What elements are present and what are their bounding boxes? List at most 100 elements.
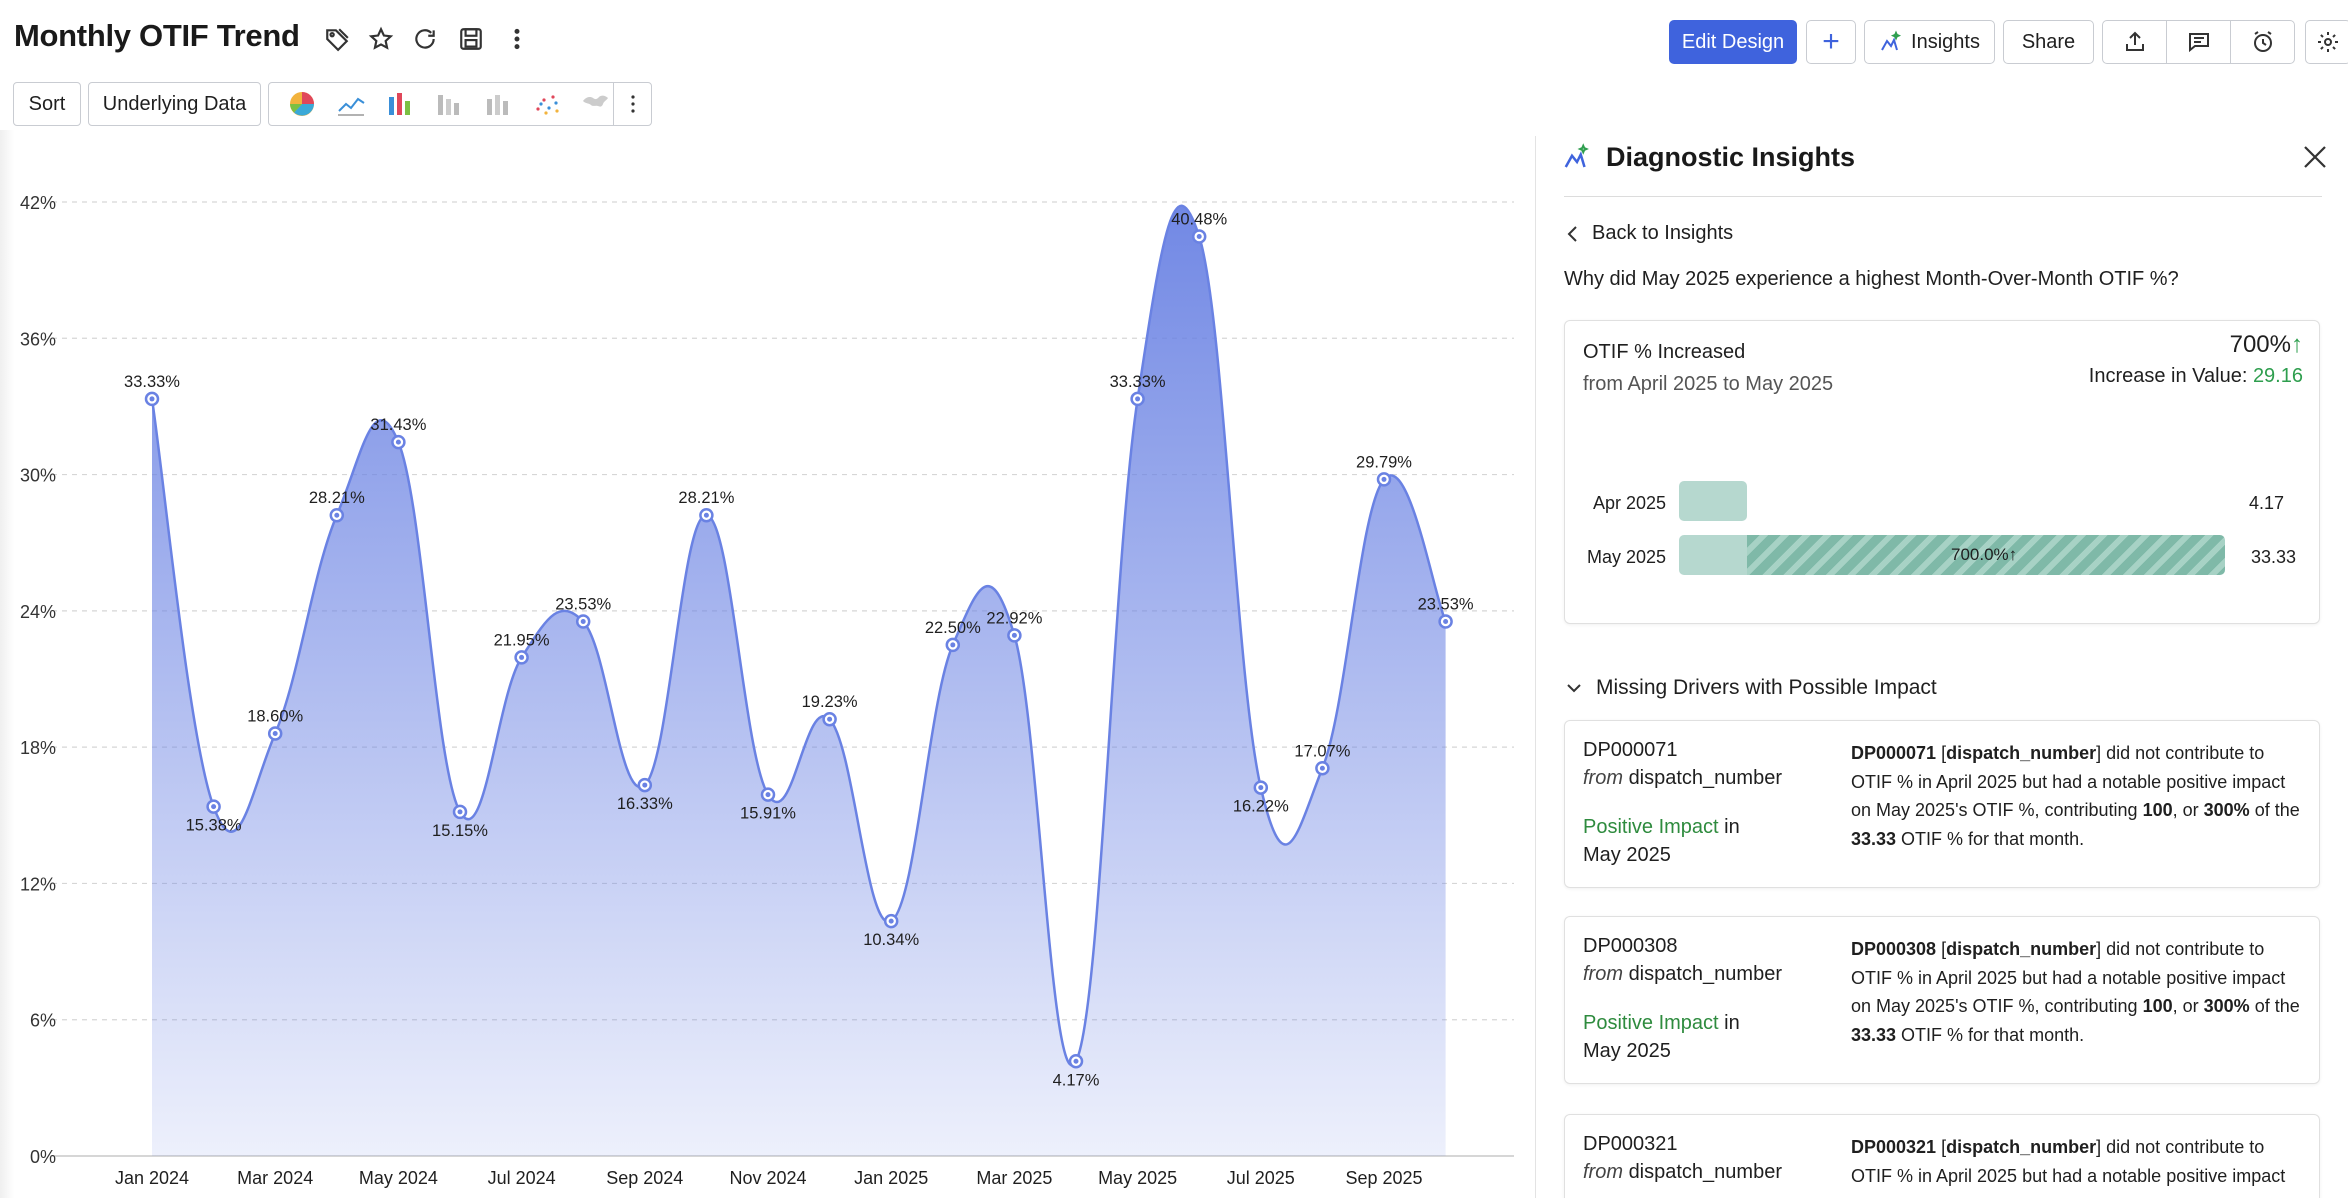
driver-card[interactable]: DP000308 from dispatch_number Positive I… <box>1564 916 2320 1084</box>
bar-value-may: 33.33 <box>2251 547 2297 567</box>
bar-may-base <box>1679 535 1747 575</box>
data-point-center <box>1135 396 1141 402</box>
data-label: 4.17% <box>1053 1071 1100 1089</box>
x-tick-label: Jul 2025 <box>1227 1168 1295 1188</box>
panel-divider <box>1535 136 1536 1198</box>
comment-icon[interactable] <box>2167 21 2231 63</box>
x-tick-label: Sep 2024 <box>606 1168 683 1188</box>
data-label: 28.21% <box>309 489 365 507</box>
tag-icon[interactable] <box>322 24 352 54</box>
x-tick-label: Mar 2025 <box>976 1168 1052 1188</box>
driver-card[interactable]: DP000071 from dispatch_number Positive I… <box>1564 720 2320 888</box>
increase-label: Increase in Value: <box>2088 365 2253 387</box>
export-icon[interactable] <box>2103 21 2167 63</box>
refresh-icon[interactable] <box>410 24 440 54</box>
data-point-center <box>1073 1058 1079 1064</box>
stacked-chart-icon[interactable] <box>473 84 522 124</box>
back-to-insights-link[interactable]: Back to Insights <box>1566 222 1733 245</box>
bar-label-may: May 2025 <box>1587 547 1667 567</box>
column-chart-icon[interactable] <box>424 84 473 124</box>
add-button[interactable]: + <box>1806 20 1856 64</box>
settings-button[interactable] <box>2305 20 2348 64</box>
summary-percent-value: 700% <box>2229 331 2291 358</box>
data-point-center <box>519 654 525 660</box>
data-label: 19.23% <box>802 693 858 711</box>
line-chart-icon[interactable] <box>326 84 375 124</box>
data-point-center <box>395 439 401 445</box>
summary-card: OTIF % Increased from April 2025 to May … <box>1564 320 2320 624</box>
alarm-icon[interactable] <box>2231 21 2294 63</box>
data-point-center <box>827 716 833 722</box>
page-title: Monthly OTIF Trend <box>14 18 300 53</box>
insights-button[interactable]: Insights <box>1864 20 1995 64</box>
y-tick-label: 18% <box>20 738 56 758</box>
increase-value: 29.16 <box>2252 365 2303 387</box>
panel-divider-line <box>1564 196 2322 197</box>
diagnostic-insights-panel: Diagnostic Insights Back to Insights Why… <box>1536 130 2348 1198</box>
data-point-center <box>149 396 155 402</box>
data-label: 22.50% <box>925 619 981 637</box>
data-label: 23.53% <box>555 596 611 614</box>
data-point-center <box>888 918 894 924</box>
underlying-data-button[interactable]: Underlying Data <box>88 82 261 126</box>
data-label: 23.53% <box>1418 596 1474 614</box>
data-label: 33.33% <box>124 373 180 391</box>
data-point-center <box>1319 765 1325 771</box>
bar-increase-label: 700.0%↑ <box>1951 545 2018 564</box>
driver-id: DP000071 <box>1583 739 1678 761</box>
driver-description: DP000321 [dispatch_number] did not contr… <box>1851 1137 2286 1186</box>
summary-percent: 700%↑ <box>2230 331 2303 359</box>
x-tick-label: May 2025 <box>1098 1168 1177 1188</box>
data-label: 29.79% <box>1356 453 1412 471</box>
close-icon[interactable] <box>2300 142 2330 172</box>
data-label: 17.07% <box>1294 742 1350 760</box>
chart-more-icon[interactable] <box>613 83 651 125</box>
y-tick-label: 30% <box>20 466 56 486</box>
share-button[interactable]: Share <box>2003 20 2094 64</box>
sort-button[interactable]: Sort <box>13 82 81 126</box>
chevron-left-icon <box>1567 225 1577 242</box>
data-point-center <box>272 731 278 737</box>
y-tick-label: 36% <box>20 329 56 349</box>
area-fill <box>152 205 1446 1156</box>
data-label: 15.91% <box>740 805 796 823</box>
chart-type-selector <box>268 82 652 126</box>
star-icon[interactable] <box>366 24 396 54</box>
driver-source: from dispatch_number <box>1583 963 1782 985</box>
header-icon-group <box>2102 20 2295 64</box>
driver-card[interactable]: DP000321 from dispatch_number DP000321 [… <box>1564 1114 2320 1198</box>
scatter-chart-icon[interactable] <box>522 84 571 124</box>
chart-edge-shadow <box>0 130 14 1198</box>
bar-chart-icon[interactable] <box>375 84 424 124</box>
otif-area-chart: 33.33% 15.38% 18.60% 28.21% 31.43% 15.15% 21.9… <box>20 193 1514 1188</box>
y-tick-label: 0% <box>30 1147 56 1167</box>
driver-source: from dispatch_number <box>1583 767 1782 789</box>
x-tick-label: Jan 2024 <box>115 1168 189 1188</box>
pie-chart-icon[interactable] <box>277 84 326 124</box>
data-label: 16.22% <box>1233 798 1289 816</box>
bar-apr <box>1679 481 1747 521</box>
data-point-center <box>580 619 586 625</box>
back-label: Back to Insights <box>1592 222 1734 244</box>
header: Monthly OTIF Trend Edit Design + Insight… <box>0 0 2348 84</box>
missing-drivers-header[interactable]: Missing Drivers with Possible Impact <box>1566 676 1937 700</box>
data-label: 10.34% <box>863 931 919 949</box>
y-tick-label: 6% <box>30 1011 56 1031</box>
edit-design-button[interactable]: Edit Design <box>1669 20 1797 64</box>
more-vertical-icon[interactable] <box>502 24 532 54</box>
data-label: 15.38% <box>186 817 242 835</box>
data-label: 28.21% <box>678 489 734 507</box>
data-point-center <box>642 782 648 788</box>
save-icon[interactable] <box>456 24 486 54</box>
driver-id: DP000308 <box>1583 935 1678 957</box>
x-tick-label: May 2024 <box>359 1168 438 1188</box>
summary-label: OTIF % Increased <box>1583 341 1746 363</box>
data-label: 16.33% <box>617 795 673 813</box>
driver-impact: Positive Impact in May 2025 <box>1583 816 1740 866</box>
data-point-center <box>1196 234 1202 240</box>
insights-label: Insights <box>1911 30 1980 53</box>
x-tick-label: Mar 2024 <box>237 1168 313 1188</box>
data-label: 31.43% <box>370 416 426 434</box>
map-chart-icon[interactable] <box>571 84 620 124</box>
data-point-center <box>457 809 463 815</box>
